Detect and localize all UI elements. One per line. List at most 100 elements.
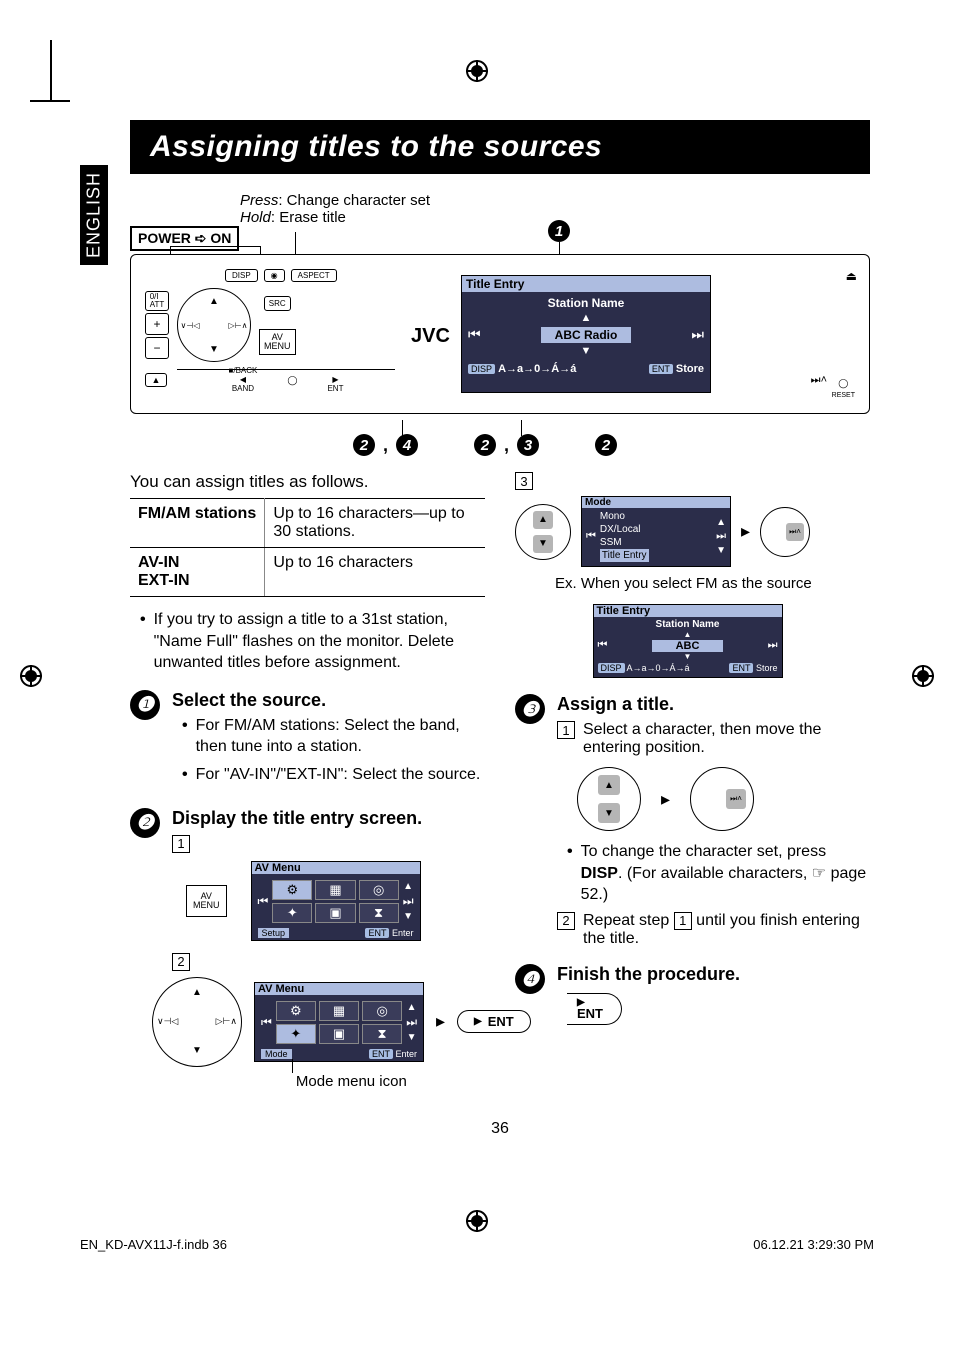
footer-meta: EN_KD-AVX11J-f.indb 36 06.12.21 3:29:30 … xyxy=(80,1237,874,1252)
te-title: Title Entry xyxy=(594,605,782,617)
substep-3: 3 xyxy=(515,472,533,490)
menu-icon-mode[interactable]: ✦ xyxy=(276,1024,316,1044)
ent-final[interactable]: ENT xyxy=(577,1006,603,1021)
disp-button[interactable]: DISP xyxy=(225,269,258,282)
on-label: ON xyxy=(210,230,231,246)
step3-sub2-text: Repeat step 1 until you finish entering … xyxy=(583,912,870,948)
ent-badge: ENT xyxy=(649,364,673,374)
right-pad[interactable]: ⏭˄ xyxy=(760,507,810,557)
prev-icon[interactable]: ⏮ xyxy=(258,894,269,909)
control-pad[interactable]: ▲ ∨⊣◁▷⊢∧ ▼ xyxy=(177,288,251,362)
lead-text: You can assign titles as follows. xyxy=(130,472,485,492)
av-menu-screen-1: AV Menu ⏮ ⚙ ▦ ◎ ✦ ▣ ⧗ xyxy=(251,861,421,941)
menu-icon[interactable]: ▦ xyxy=(315,880,355,900)
updown-pad-2[interactable]: ▲ ▼ xyxy=(577,767,641,831)
marker-3: 3 xyxy=(517,434,539,456)
src-button[interactable]: SRC xyxy=(264,296,291,311)
av-menu-button[interactable]: AV MENU xyxy=(259,329,296,355)
step3-num: ❸ xyxy=(515,694,545,724)
play-icon: ▶ xyxy=(327,375,343,384)
control-pad-2[interactable]: ▲ ∨⊣◁▷⊢∧ ▼ xyxy=(152,977,242,1067)
band-label: BAND xyxy=(229,384,258,393)
hold-caption: Hold: Erase title xyxy=(240,209,430,226)
mode-item: SSM xyxy=(600,536,712,549)
ent-badge: ENT xyxy=(369,1049,393,1059)
hold-rest: : Erase title xyxy=(271,209,346,226)
head-unit-diagram: DISP ◉ ASPECT 0/I ATT + − ▲ ∨⊣◁▷⊢∧ xyxy=(130,254,870,414)
te-subtitle: Station Name xyxy=(598,619,778,630)
mode-item: Mono xyxy=(600,510,712,523)
substep-2: 2 xyxy=(172,953,190,971)
menu-icon[interactable]: ⧗ xyxy=(362,1024,402,1044)
setup-label: Setup xyxy=(258,928,290,938)
step3-sub1-num: 1 xyxy=(557,721,575,739)
prev-icon[interactable]: ⏮ xyxy=(468,326,481,343)
s2a: Repeat step xyxy=(583,912,674,929)
table-avin-value: Up to 16 characters xyxy=(265,548,485,597)
menu-icon[interactable]: ▣ xyxy=(319,1024,359,1044)
back-label: ■/BACK xyxy=(229,366,258,375)
page-number: 36 xyxy=(130,1120,870,1138)
updown-pad[interactable]: ▲ ▼ xyxy=(515,504,571,560)
menu-icon[interactable]: ◎ xyxy=(359,880,399,900)
pointer-line xyxy=(170,246,260,247)
av-in-label: AV-IN xyxy=(138,554,256,572)
reset-icon[interactable]: ◯RESET xyxy=(832,378,855,399)
power-label: POWER xyxy=(138,230,191,246)
av-menu-screen-2: AV Menu ⏮ ⚙ ▦ ◎ ✦ ▣ ⧗ xyxy=(254,982,424,1062)
right-pad-2[interactable]: ⏭˄ xyxy=(690,767,754,831)
crop-corner-h xyxy=(30,100,70,102)
ent-label: ENT xyxy=(327,384,343,393)
b1-prefix: To change the character set, press xyxy=(581,843,826,860)
att-button[interactable]: 0/I ATT xyxy=(145,291,169,311)
menu-icon[interactable]: ▣ xyxy=(315,903,355,923)
rec-button[interactable]: ◉ xyxy=(264,269,285,282)
plus-button[interactable]: + xyxy=(145,313,169,335)
aspect-button[interactable]: ASPECT xyxy=(291,269,337,282)
press-rest: : Change character set xyxy=(278,192,430,209)
menu-icon[interactable]: ⚙ xyxy=(272,880,312,900)
screen-title: Title Entry xyxy=(462,276,710,292)
menu-icon[interactable]: ◎ xyxy=(362,1001,402,1021)
mode-item: DX/Local xyxy=(600,523,712,536)
ent-badge: ENT xyxy=(365,928,389,938)
hold-label: Hold xyxy=(240,209,271,226)
eject-right-icon[interactable]: ⏏ xyxy=(846,269,857,283)
menu-icon[interactable]: ⧗ xyxy=(359,903,399,923)
arrow-right-icon: ▸ xyxy=(436,1011,445,1032)
menu-icon[interactable]: ⚙ xyxy=(276,1001,316,1021)
store-label: Store xyxy=(676,363,704,375)
te-charset: A→a→0→Á→á xyxy=(627,663,690,673)
enter-label: Enter xyxy=(395,1049,417,1059)
arrow-right-icon: ▸ xyxy=(661,789,670,810)
prev-icon[interactable]: ⏮ xyxy=(261,1015,272,1030)
up-triangle-icon: ▲ xyxy=(468,312,704,324)
minus-button[interactable]: − xyxy=(145,337,169,359)
menu-icon[interactable]: ▦ xyxy=(319,1001,359,1021)
disp-badge: DISP xyxy=(598,663,625,673)
av-menu-button-2[interactable]: AV MENU xyxy=(186,885,227,917)
footer-right: 06.12.21 3:29:30 PM xyxy=(753,1237,874,1252)
page-title: Assigning titles to the sources xyxy=(130,120,870,174)
step3-sub1-text: Select a character, then move the enteri… xyxy=(583,721,870,757)
footer-left: EN_KD-AVX11J-f.indb 36 xyxy=(80,1237,227,1252)
menu-icon[interactable]: ✦ xyxy=(272,903,312,923)
step3-bullet: To change the character set, press DISP.… xyxy=(567,841,870,906)
ent-badge: ENT xyxy=(729,663,753,673)
comma2: , xyxy=(504,435,509,456)
substep-1: 1 xyxy=(172,835,190,853)
skip-right-icon[interactable]: ⏭˄ xyxy=(811,374,827,387)
mode-screen: Mode ⏮ Mono DX/Local SSM Title Entry ▲⏭▼ xyxy=(581,496,731,567)
mode-icon-caption: Mode menu icon xyxy=(296,1073,407,1090)
disp-bold: DISP xyxy=(581,865,618,882)
te-value: ABC xyxy=(652,640,724,652)
mode-caption: Ex. When you select FM as the source xyxy=(555,575,870,592)
av-menu-title-2: AV Menu xyxy=(255,983,423,995)
press-label: Press xyxy=(240,192,278,209)
eject-button[interactable]: ▲ xyxy=(145,373,167,387)
down-triangle-icon: ▼ xyxy=(468,345,704,357)
note-bullet: If you try to assign a title to a 31st s… xyxy=(154,609,485,674)
table-avin-label: AV-IN EXT-IN xyxy=(130,548,265,597)
te-store: Store xyxy=(756,663,778,673)
next-icon[interactable]: ⏭ xyxy=(691,326,704,343)
